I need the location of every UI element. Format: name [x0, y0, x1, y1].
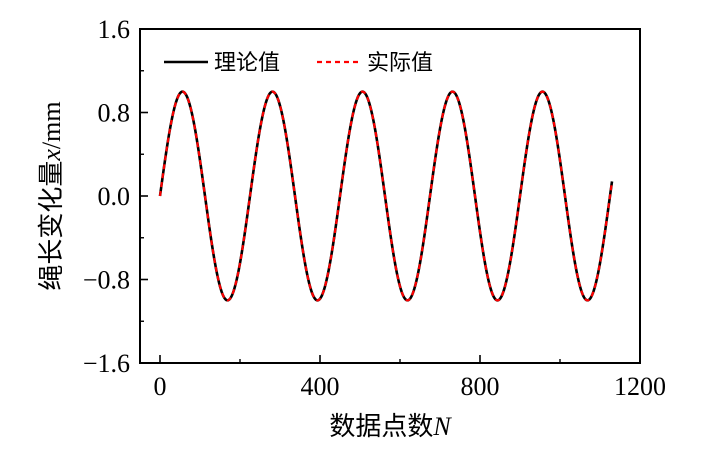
y-axis-title: 绳长变化量x/mm [37, 101, 67, 290]
y-axis-unit: /mm [37, 101, 66, 149]
plot-area [158, 90, 614, 302]
y-tick-label: 1.6 [98, 15, 131, 44]
y-tick-label: 0.0 [98, 182, 131, 211]
x-tick-label: 800 [461, 372, 500, 401]
x-tick-label: 400 [301, 372, 340, 401]
x-tick-label: 0 [154, 372, 167, 401]
y-axis-variable: x [37, 149, 66, 162]
x-axis-variable: N [432, 412, 452, 441]
x-tick-label: 1200 [614, 372, 666, 401]
legend-label-theoretical: 理论值 [214, 51, 280, 76]
y-tick-label: −0.8 [83, 266, 130, 295]
y-tick-label: 0.8 [98, 99, 131, 128]
axis-tick-labels: 0 400 800 1200 −1.6 −0.8 0.0 0.8 1.6 [83, 15, 666, 401]
y-tick-label: −1.6 [83, 349, 130, 378]
y-axis-title-text: 绳长变化量 [37, 161, 67, 291]
axis-ticks [140, 28, 641, 364]
legend-label-measured: 实际值 [367, 51, 433, 76]
legend: 理论值 实际值 [164, 51, 433, 76]
x-axis-title: 数据点数N [329, 412, 452, 442]
series-line-measured [158, 90, 614, 302]
x-axis-title-text: 数据点数 [329, 412, 433, 442]
